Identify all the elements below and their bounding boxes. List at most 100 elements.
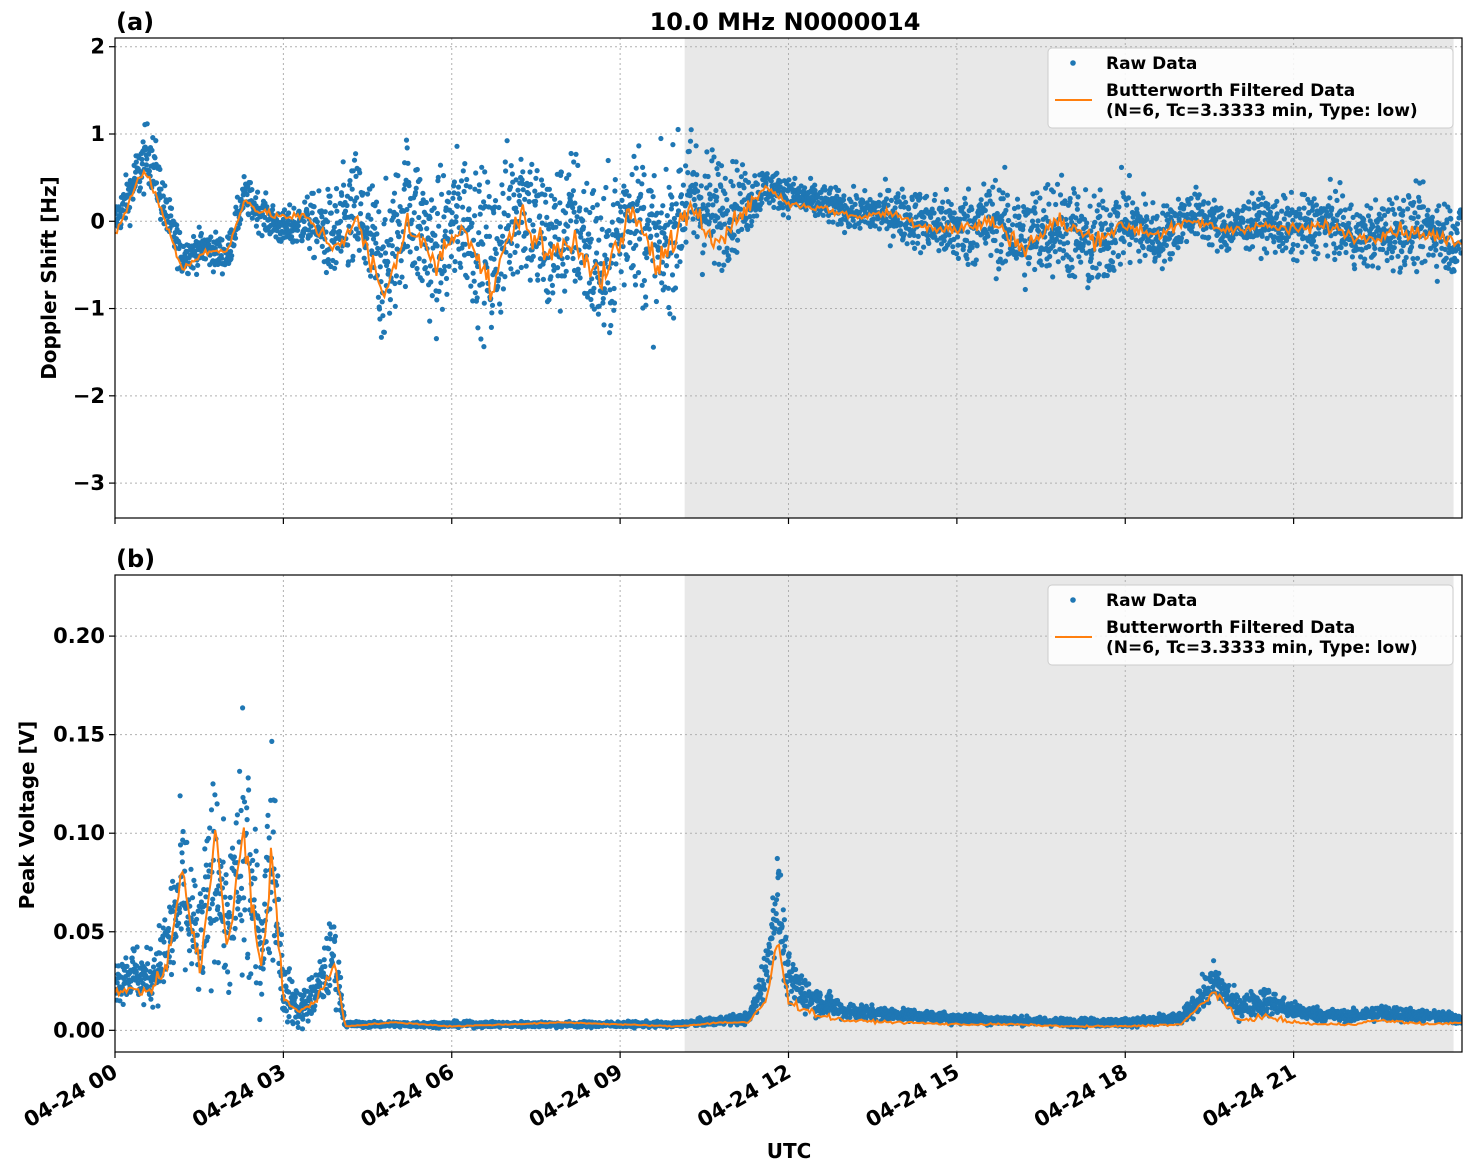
raw-data-point bbox=[1264, 235, 1270, 241]
raw-data-point bbox=[363, 260, 369, 266]
raw-data-point bbox=[1451, 268, 1457, 274]
raw-data-point bbox=[214, 801, 220, 807]
raw-data-point bbox=[245, 775, 251, 781]
raw-data-point bbox=[1193, 184, 1199, 190]
raw-data-point bbox=[1458, 250, 1462, 256]
raw-data-point bbox=[1370, 263, 1376, 269]
raw-data-point bbox=[253, 980, 259, 986]
raw-data-point bbox=[283, 234, 289, 240]
raw-data-point bbox=[368, 216, 374, 222]
raw-data-point bbox=[604, 256, 610, 262]
raw-data-point bbox=[134, 944, 140, 950]
raw-data-point bbox=[1120, 190, 1126, 196]
raw-data-point bbox=[300, 1016, 306, 1022]
raw-data-point bbox=[476, 230, 482, 236]
raw-data-point bbox=[396, 221, 402, 227]
raw-data-point bbox=[450, 195, 456, 201]
raw-data-point bbox=[1089, 252, 1095, 258]
raw-data-point bbox=[503, 249, 509, 255]
raw-data-point bbox=[648, 188, 654, 194]
raw-data-point bbox=[1099, 223, 1105, 229]
raw-data-point bbox=[1133, 237, 1139, 243]
raw-data-point bbox=[171, 884, 177, 890]
raw-data-point bbox=[143, 162, 149, 168]
raw-data-point bbox=[1175, 245, 1181, 251]
raw-data-point bbox=[674, 253, 680, 259]
raw-data-point bbox=[420, 190, 426, 196]
raw-data-point bbox=[996, 266, 1002, 272]
raw-data-point bbox=[514, 243, 520, 249]
raw-data-point bbox=[262, 901, 268, 907]
raw-data-point bbox=[1192, 191, 1198, 197]
raw-data-point bbox=[1420, 244, 1426, 250]
raw-data-point bbox=[1313, 202, 1319, 208]
raw-data-point bbox=[412, 189, 419, 196]
raw-data-point bbox=[677, 259, 683, 265]
raw-data-point bbox=[663, 263, 670, 269]
raw-data-point bbox=[1164, 217, 1170, 223]
raw-data-point bbox=[694, 234, 700, 240]
raw-data-point bbox=[601, 195, 607, 202]
raw-data-point bbox=[561, 273, 568, 279]
raw-data-point bbox=[660, 271, 667, 277]
raw-data-point bbox=[229, 845, 236, 851]
raw-data-point bbox=[1441, 201, 1447, 207]
raw-data-point bbox=[1416, 198, 1422, 204]
raw-data-point bbox=[253, 223, 259, 229]
raw-data-point bbox=[548, 274, 554, 280]
raw-data-point bbox=[537, 213, 543, 219]
raw-data-point bbox=[580, 224, 587, 230]
raw-data-point bbox=[285, 218, 291, 224]
raw-data-point bbox=[395, 173, 401, 179]
raw-data-point bbox=[280, 216, 286, 222]
raw-data-point bbox=[572, 200, 578, 206]
raw-data-point bbox=[284, 225, 290, 232]
raw-data-point bbox=[472, 213, 478, 219]
raw-data-point bbox=[332, 203, 338, 209]
raw-data-point bbox=[357, 211, 364, 217]
raw-data-point bbox=[350, 253, 356, 259]
raw-data-point bbox=[848, 199, 854, 205]
raw-data-point bbox=[955, 234, 961, 240]
raw-data-point bbox=[383, 175, 389, 181]
raw-data-point bbox=[1233, 231, 1239, 237]
raw-data-points bbox=[115, 705, 1462, 1032]
raw-data-point bbox=[369, 183, 375, 189]
raw-data-point bbox=[1434, 208, 1440, 214]
raw-data-point bbox=[292, 994, 298, 1001]
raw-data-point bbox=[640, 164, 646, 170]
raw-data-point bbox=[435, 174, 441, 180]
raw-data-point bbox=[1343, 241, 1349, 247]
raw-data-point bbox=[419, 277, 425, 284]
raw-data-point bbox=[382, 250, 389, 256]
raw-data-point bbox=[472, 186, 478, 192]
raw-data-point bbox=[309, 975, 315, 981]
raw-data-point bbox=[270, 829, 276, 835]
raw-data-point bbox=[464, 274, 470, 281]
raw-data-point bbox=[625, 254, 631, 260]
raw-data-point bbox=[1022, 272, 1028, 278]
raw-data-point bbox=[217, 243, 223, 249]
raw-data-point bbox=[964, 237, 970, 244]
raw-data-point bbox=[1271, 239, 1277, 245]
raw-data-point bbox=[1160, 246, 1166, 252]
raw-data-point bbox=[992, 237, 998, 244]
raw-data-point bbox=[604, 233, 611, 239]
raw-data-point bbox=[476, 188, 482, 194]
raw-data-point bbox=[189, 961, 195, 967]
raw-data-point bbox=[481, 199, 487, 205]
raw-data-point bbox=[498, 309, 504, 315]
raw-data-point bbox=[570, 188, 577, 194]
raw-data-point bbox=[376, 209, 382, 215]
raw-data-point bbox=[1303, 244, 1309, 250]
raw-data-point bbox=[380, 244, 386, 250]
raw-data-point bbox=[1274, 211, 1280, 217]
raw-data-point bbox=[909, 196, 915, 203]
raw-data-point bbox=[1180, 231, 1186, 237]
raw-data-point bbox=[506, 223, 512, 229]
raw-data-point bbox=[143, 967, 149, 973]
raw-data-point bbox=[530, 253, 536, 259]
raw-data-point bbox=[545, 289, 551, 295]
raw-data-point bbox=[529, 161, 535, 167]
raw-data-point bbox=[540, 182, 546, 188]
